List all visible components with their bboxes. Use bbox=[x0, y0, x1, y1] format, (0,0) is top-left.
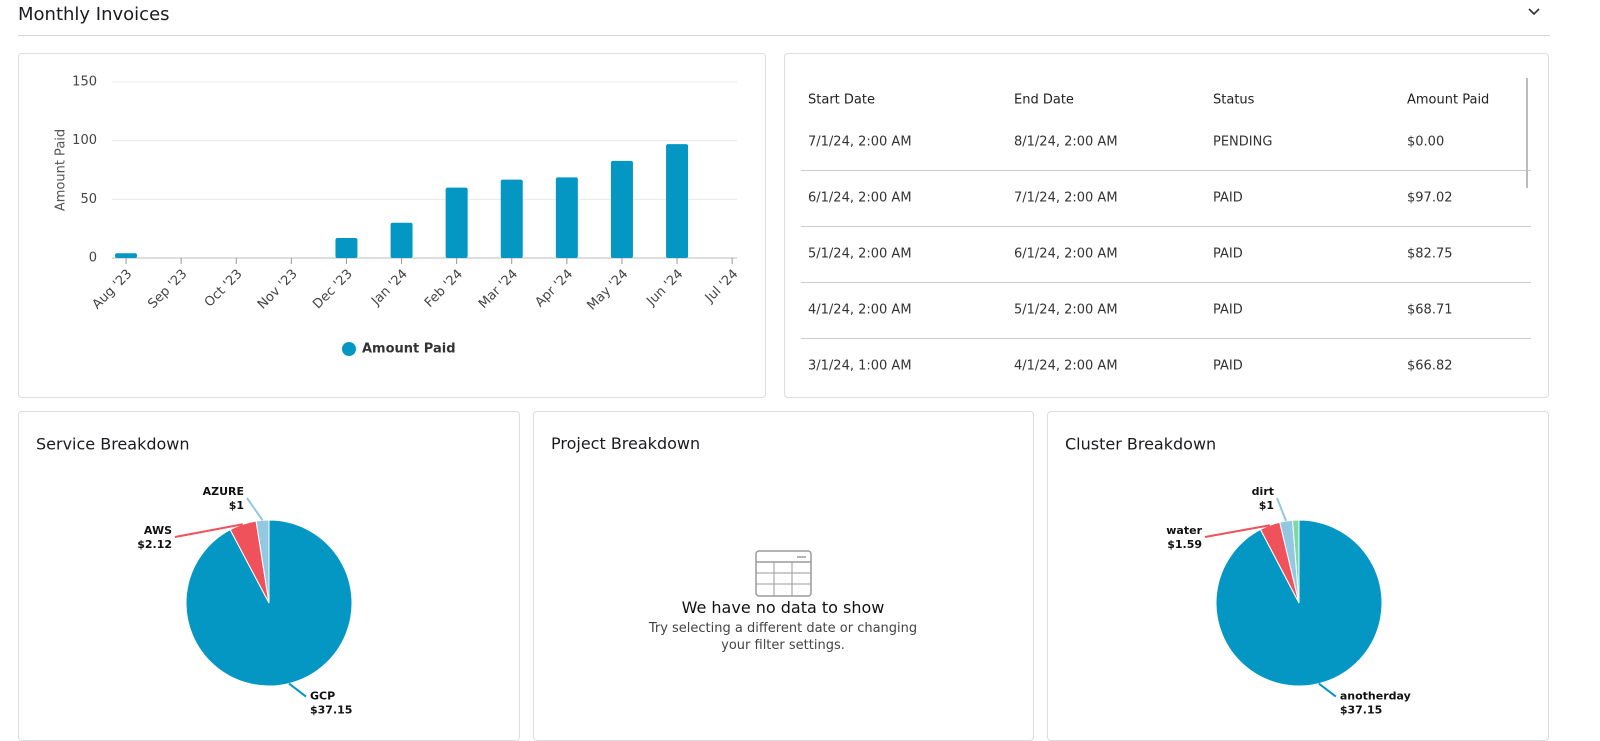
empty-title: We have no data to show bbox=[681, 598, 885, 617]
service-card bbox=[18, 411, 520, 741]
table-cell: PAID bbox=[1213, 190, 1243, 206]
section-title: Monthly Invoices bbox=[18, 4, 170, 25]
table-cell: 5/1/24, 2:00 AM bbox=[808, 246, 912, 262]
invoice-table: Start Date End Date Status Amount Paid 7/1/2… bbox=[801, 78, 1531, 378]
row-separator bbox=[801, 226, 1531, 227]
table-cell: $97.02 bbox=[1407, 190, 1453, 206]
cluster-card bbox=[1047, 411, 1549, 741]
row-separator bbox=[801, 282, 1531, 283]
table-cell: $66.82 bbox=[1407, 358, 1453, 374]
table-cell: 8/1/24, 2:00 AM bbox=[1014, 134, 1118, 150]
table-cell: $82.75 bbox=[1407, 246, 1453, 262]
table-cell: PAID bbox=[1213, 246, 1243, 262]
row-separator bbox=[801, 338, 1531, 339]
column-header: Start Date bbox=[808, 92, 875, 108]
collapse-chevron[interactable] bbox=[1527, 6, 1541, 18]
empty-text: Try selecting a different date or changi… bbox=[648, 621, 918, 653]
table-cell: 7/1/24, 2:00 AM bbox=[808, 134, 912, 150]
bar-card bbox=[18, 53, 766, 398]
scrollbar[interactable] bbox=[1526, 78, 1528, 188]
empty-table-icon bbox=[755, 550, 812, 597]
table-cell: PAID bbox=[1213, 302, 1243, 318]
table-cell: PAID bbox=[1213, 358, 1243, 374]
table-cell: $68.71 bbox=[1407, 302, 1453, 318]
table-cell: PENDING bbox=[1213, 134, 1273, 150]
column-header: Amount Paid bbox=[1407, 92, 1490, 108]
table-cell: $0.00 bbox=[1407, 134, 1445, 150]
table-cell: 4/1/24, 2:00 AM bbox=[808, 302, 912, 318]
table-cell: 4/1/24, 2:00 AM bbox=[1014, 358, 1118, 374]
table-cell: 6/1/24, 2:00 AM bbox=[1014, 246, 1118, 262]
table-cell: 6/1/24, 2:00 AM bbox=[808, 190, 912, 206]
card-title: Project Breakdown bbox=[551, 434, 701, 453]
table-cell: 3/1/24, 1:00 AM bbox=[808, 358, 912, 374]
column-header: End Date bbox=[1014, 92, 1074, 108]
table-cell: 5/1/24, 2:00 AM bbox=[1014, 302, 1118, 318]
table-card bbox=[784, 53, 1549, 398]
column-header: Status bbox=[1213, 92, 1255, 108]
table-cell: 7/1/24, 2:00 AM bbox=[1014, 190, 1118, 206]
row-separator bbox=[801, 170, 1531, 171]
divider bbox=[18, 35, 1550, 36]
project-card bbox=[533, 411, 1034, 741]
